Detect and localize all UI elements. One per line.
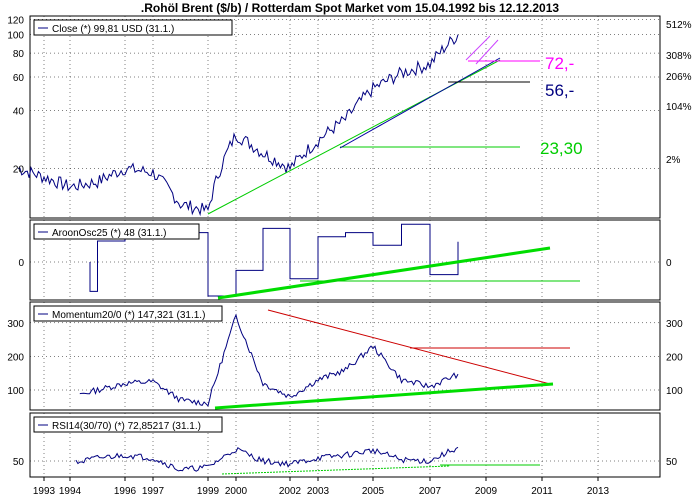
y2-tick-label: 200 (666, 352, 683, 363)
y-tick-label: 200 (7, 352, 24, 363)
aroon-legend-box (33, 223, 200, 240)
mid-trendline (339, 57, 501, 149)
aroon-legend: AroonOsc25 (*) 48 (31.1.) (52, 228, 167, 239)
y-tick-label: 100 (7, 386, 24, 397)
y2-tick-label: 512% (666, 20, 692, 31)
target-label-23: 23,30 (540, 139, 583, 158)
momentum-resistance-trendline (267, 309, 551, 385)
y2-tick-label: 206% (666, 72, 692, 83)
upper-channel-line (475, 39, 499, 65)
y-tick-label: 80 (13, 49, 25, 60)
momentum-legend-box (33, 305, 223, 322)
y-tick-label: 100 (7, 31, 24, 42)
aroon-panel: AroonOsc25 (*) 48 (31.1.) 0 0 (18, 219, 672, 301)
x-tick-label: 2002 (279, 486, 302, 497)
chart-title: .Rohöl Brent ($/b) / Rotterdam Spot Mark… (140, 1, 560, 15)
x-tick-label: 1994 (59, 486, 82, 497)
momentum-support-trendline (214, 382, 554, 410)
upper-channel-line (465, 35, 491, 61)
rsi-series-line (75, 446, 459, 472)
target-label-72: 72,- (545, 54, 574, 73)
target-label-56: 56,- (545, 81, 574, 100)
y2-tick-label: 0 (666, 258, 672, 269)
x-tick-label: 2005 (362, 486, 385, 497)
rsi-legend: RSI14(30/70) (*) 72,85217 (31.1.) (52, 421, 201, 432)
x-tick-label: 1999 (197, 486, 220, 497)
rsi-panel: RSI14(30/70) (*) 72,85217 (31.1.) 50 50 (13, 412, 678, 478)
momentum-panel: Momentum20/0 (*) 147,321 (31.1.) 300 200 1… (7, 301, 683, 411)
x-tick-label: 2000 (225, 486, 248, 497)
price-series-line (17, 34, 459, 217)
price-legend: Close (*) 99,81 USD (31.1.) (52, 24, 174, 35)
price-legend-box (33, 19, 233, 36)
x-tick-label: 2009 (475, 486, 498, 497)
price-panel: Close (*) 99,81 USD (31.1.) 120 100 80 60 40… (7, 15, 692, 219)
aroon-support-trendline (217, 246, 551, 300)
y-tick-label: 60 (13, 73, 25, 84)
momentum-legend: Momentum20/0 (*) 147,321 (31.1.) (52, 310, 205, 321)
y-tick-label: 120 (7, 15, 24, 26)
y-tick-label: 50 (13, 457, 25, 468)
y2-tick-label: 104% (666, 102, 692, 113)
y-tick-label: 0 (18, 258, 24, 269)
y2-tick-label: 300 (666, 319, 683, 330)
x-tick-label: 1993 (33, 486, 56, 497)
y-tick-label: 20 (13, 164, 25, 175)
y-tick-label: 40 (13, 107, 25, 118)
y2-tick-label: 308% (666, 51, 692, 62)
rsi-support-trendline (221, 465, 451, 475)
rsi-legend-box (33, 416, 223, 433)
x-tick-label: 2007 (419, 486, 442, 497)
x-tick-label: 1997 (142, 486, 165, 497)
x-tick-label: 2011 (531, 486, 553, 497)
momentum-series-line (79, 313, 459, 407)
x-tick-label: 2003 (307, 486, 330, 497)
y-tick-label: 300 (7, 319, 24, 330)
y2-tick-label: 2% (666, 155, 681, 166)
x-tick-label: 2013 (587, 486, 610, 497)
y2-tick-label: 100 (666, 386, 683, 397)
x-axis: 1993 1994 1996 1997 1999 2000 2002 2003 2005 2007… (33, 477, 610, 497)
y2-tick-label: 50 (666, 457, 678, 468)
x-tick-label: 1996 (114, 486, 137, 497)
